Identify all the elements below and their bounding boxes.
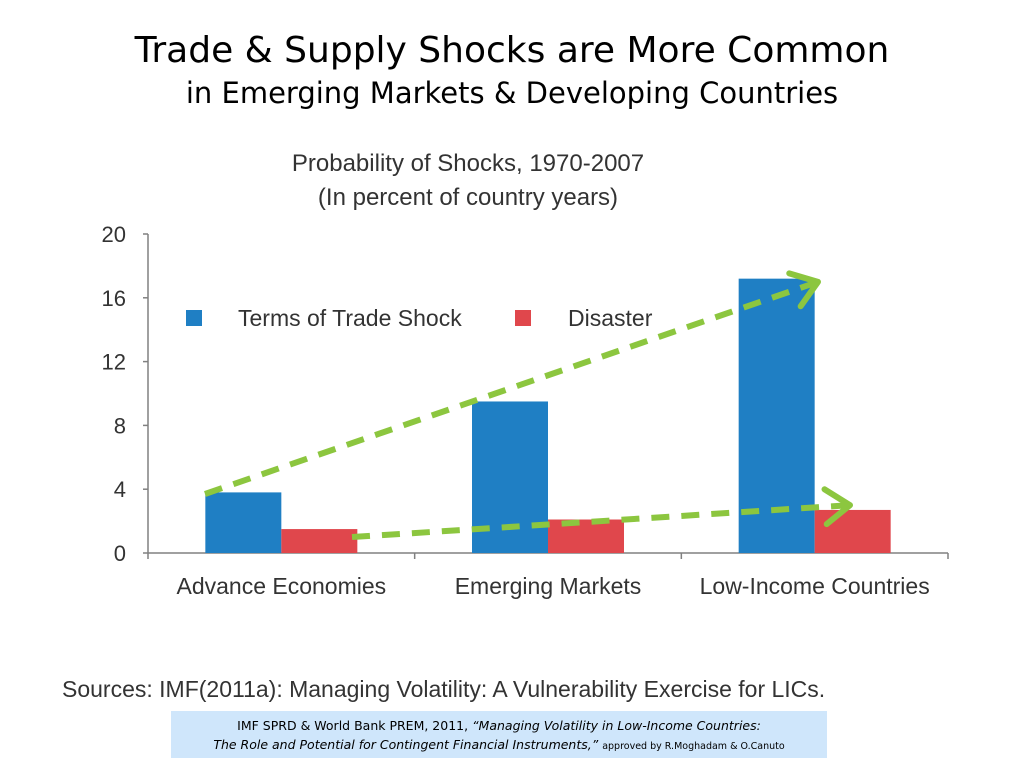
citation-box: IMF SPRD & World Bank PREM, 2011, “Manag… <box>171 711 827 758</box>
y-tick-label: 16 <box>102 286 126 311</box>
citation-title-start: “Managing Volatility in Low-Income Count… <box>472 718 761 733</box>
trend-arrow-line <box>351 502 851 541</box>
citation-title-end: The Role and Potential for Contingent Fi… <box>213 737 603 752</box>
trend-arrow-line <box>204 279 819 497</box>
y-tick-label: 20 <box>102 222 126 247</box>
bar <box>281 529 358 553</box>
x-tick-label: Low-Income Countries <box>700 573 930 599</box>
slide-title-line1: Trade & Supply Shocks are More Common <box>134 30 890 71</box>
y-tick-label: 4 <box>114 477 126 502</box>
legend-label: Disaster <box>568 305 653 331</box>
x-tick-label: Emerging Markets <box>455 573 642 599</box>
trend-arrow-head <box>786 270 821 310</box>
y-tick-label: 0 <box>114 541 126 566</box>
y-tick-label: 8 <box>114 413 126 438</box>
citation-line1: IMF SPRD & World Bank PREM, 2011, “Manag… <box>171 716 827 735</box>
sources-note: Sources: IMF(2011a): Managing Volatility… <box>62 676 826 702</box>
chart-subtitle: (In percent of country years) <box>318 184 618 211</box>
x-tick-label: Advance Economies <box>176 573 386 599</box>
citation-line2: The Role and Potential for Contingent Fi… <box>171 735 827 756</box>
citation-approval: approved by R.Moghadam & O.Canuto <box>602 741 785 752</box>
legend-swatch <box>515 310 531 326</box>
legend-swatch <box>186 310 202 326</box>
slide-title: Trade & Supply Shocks are More Common in… <box>0 28 1024 112</box>
bar <box>814 509 891 553</box>
y-tick-label: 12 <box>102 350 126 375</box>
slide-title-line2: in Emerging Markets & Developing Countri… <box>185 76 839 110</box>
bar <box>205 492 282 553</box>
trend-arrow-head <box>821 486 853 528</box>
legend-label: Terms of Trade Shock <box>238 305 462 331</box>
citation-authors: IMF SPRD & World Bank PREM, 2011, <box>237 718 473 733</box>
bar <box>548 519 624 553</box>
chart-title: Probability of Shocks, 1970-2007 <box>292 150 644 177</box>
